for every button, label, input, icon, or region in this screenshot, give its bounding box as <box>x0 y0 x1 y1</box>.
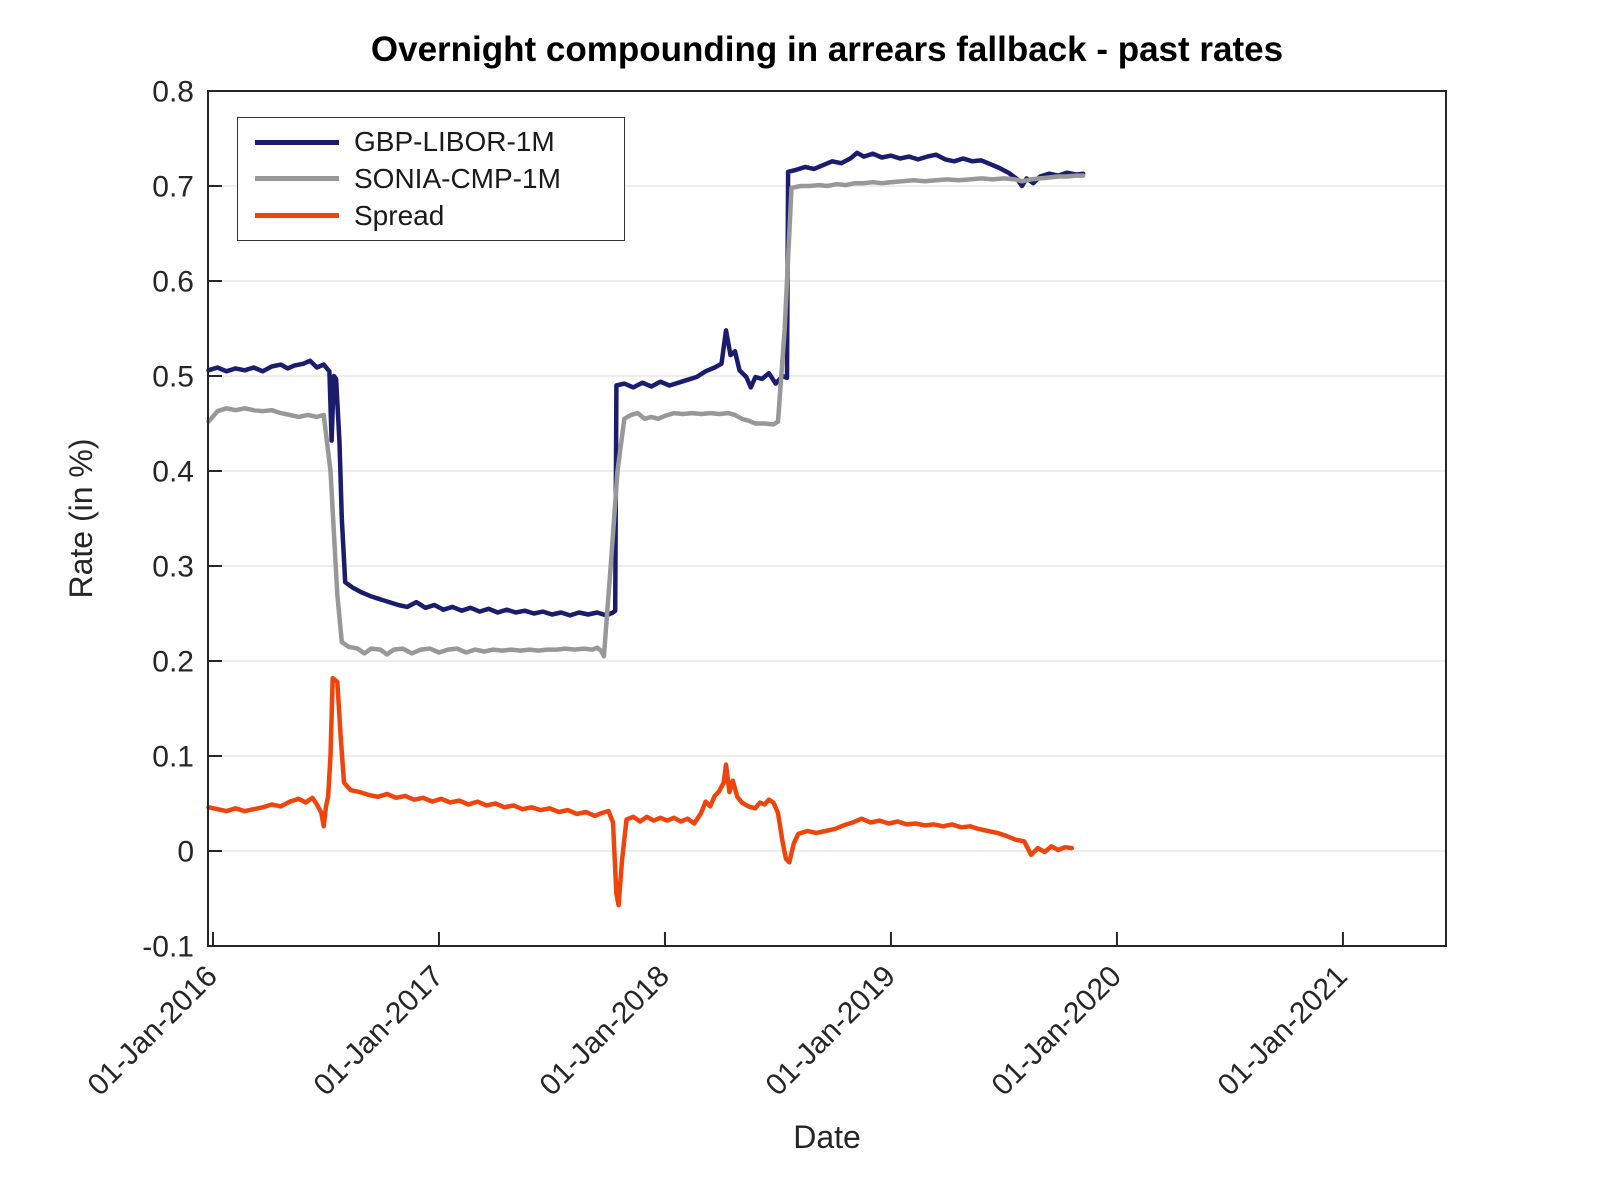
x-tick-label: 01-Jan-2018 <box>533 960 675 1102</box>
series-line-sonia-cmp-1m <box>206 173 1086 659</box>
legend: GBP-LIBOR-1M SONIA-CMP-1M Spread <box>237 117 625 241</box>
legend-label-spread: Spread <box>354 199 445 231</box>
x-tick-label: 01-Jan-2020 <box>985 960 1127 1102</box>
axes-box <box>207 90 1447 947</box>
series-line-gbp-libor-1m <box>206 150 1086 618</box>
y-tick-label: 0.5 <box>152 361 194 394</box>
legend-line-swatch-sonia-cmp-1m <box>255 176 339 182</box>
y-tick-label: 0.7 <box>152 171 194 204</box>
y-tick-label: 0 <box>177 836 194 869</box>
x-axis-label: Date <box>793 1119 861 1155</box>
y-axis-label: Rate (in %) <box>63 438 99 598</box>
y-tick-label: -0.1 <box>142 931 194 964</box>
legend-item-spread: Spread <box>238 199 624 233</box>
y-tick-label: 0.6 <box>152 266 194 299</box>
y-tick-label: 0.3 <box>152 551 194 584</box>
y-tick-label: 0.8 <box>152 76 194 109</box>
legend-label-sonia-cmp-1m: SONIA-CMP-1M <box>354 162 561 194</box>
series-line-spread <box>206 675 1075 908</box>
legend-line-swatch-gbp-libor-1m <box>255 139 339 145</box>
y-tick-label: 0.2 <box>152 646 194 679</box>
legend-line-swatch-spread <box>255 213 339 219</box>
x-tick-label: 01-Jan-2021 <box>1211 960 1353 1102</box>
x-tick-label: 01-Jan-2017 <box>307 960 449 1102</box>
y-tick-label: 0.1 <box>152 741 194 774</box>
chart-title: Overnight compounding in arrears fallbac… <box>370 30 1284 69</box>
y-tick-label: 0.4 <box>152 456 194 489</box>
x-tick-label: 01-Jan-2019 <box>759 960 901 1102</box>
legend-item-sonia-cmp-1m: SONIA-CMP-1M <box>238 162 624 196</box>
legend-item-gbp-libor-1m: GBP-LIBOR-1M <box>238 125 624 159</box>
legend-label-gbp-libor-1m: GBP-LIBOR-1M <box>354 126 555 158</box>
x-tick-label: 01-Jan-2016 <box>81 960 223 1102</box>
